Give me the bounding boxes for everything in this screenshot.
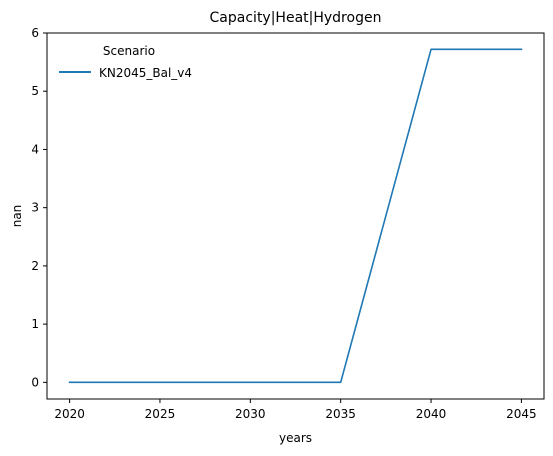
y-tick-label: 2 <box>31 259 39 273</box>
x-tick-label: 2020 <box>54 407 85 421</box>
series-layer <box>68 48 523 384</box>
plot-area <box>46 32 545 400</box>
x-tick-label: 2025 <box>145 407 176 421</box>
y-tick-label: 0 <box>31 375 39 389</box>
series-line <box>68 48 523 384</box>
x-tick-label: 2030 <box>235 407 266 421</box>
x-tick-label: 2040 <box>416 407 447 421</box>
legend-title: Scenario <box>103 44 155 58</box>
y-axis-label: nan <box>10 205 24 228</box>
y-tick-label: 4 <box>31 142 39 156</box>
x-axis: 2020 2025 2030 2035 2040 2045 <box>54 399 537 421</box>
chart-title: Capacity|Heat|Hydrogen <box>210 10 382 26</box>
y-tick-label: 5 <box>31 84 39 98</box>
y-tick-label: 3 <box>31 201 39 215</box>
x-tick-label: 2045 <box>506 407 537 421</box>
legend: Scenario KN2045_Bal_v4 <box>59 44 192 80</box>
x-tick-label: 2035 <box>325 407 356 421</box>
legend-label: KN2045_Bal_v4 <box>99 66 192 80</box>
y-tick-label: 6 <box>31 26 39 40</box>
y-axis: 0 1 2 3 4 5 6 <box>31 26 47 389</box>
x-axis-label: years <box>279 431 312 445</box>
y-tick-label: 1 <box>31 317 39 331</box>
